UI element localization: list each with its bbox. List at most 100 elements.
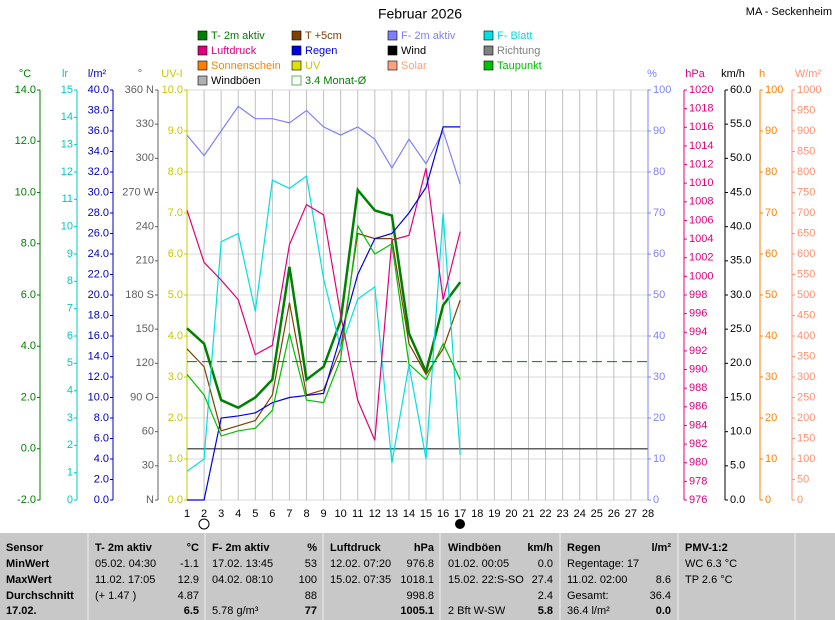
tick-label: 0.0	[168, 494, 183, 506]
tick-label: 990	[689, 363, 707, 375]
tick-label: 60	[765, 248, 777, 260]
tick-label: 350	[797, 350, 815, 362]
axis-unit: hPa	[685, 68, 705, 80]
tick-label: 20	[765, 412, 777, 424]
axis-unit: UV-I	[161, 68, 182, 80]
tick-label: 40	[653, 330, 665, 342]
tick-label: 12.0	[88, 371, 109, 383]
tick-label: 1000	[689, 270, 713, 282]
x-tick-label: 22	[539, 508, 551, 520]
tick-label: 0	[765, 494, 771, 506]
tick-label: 0	[653, 494, 659, 506]
series-line	[187, 126, 461, 501]
tick-label: 8.0	[21, 238, 36, 250]
tick-label: 1012	[689, 158, 713, 170]
tick-label: 15	[61, 84, 73, 96]
tick-label: 6.0	[168, 248, 183, 260]
cell-label: 05.02. 04:30	[95, 558, 156, 570]
tick-label: 100	[765, 84, 783, 96]
series-line	[186, 175, 461, 472]
tick-label: 1002	[689, 252, 713, 264]
x-tick-label: 18	[471, 508, 483, 520]
tick-label: 9	[67, 248, 73, 260]
tick-label: 210	[136, 255, 154, 267]
tick-label: 12	[61, 166, 73, 178]
legend-swatch	[291, 75, 302, 86]
tick-label: 15.0	[730, 391, 751, 403]
cell-value: 88	[305, 590, 317, 602]
cell-value: 4.87	[178, 590, 199, 602]
legend-swatch	[387, 30, 398, 41]
tick-label: 200	[797, 412, 815, 424]
cell-value: 1018.1	[400, 574, 434, 586]
tick-label: 60	[653, 248, 665, 260]
tick-label: 982	[689, 438, 707, 450]
tick-label: 6.0	[21, 289, 36, 301]
legend-label: Regen	[305, 45, 337, 57]
cell-value: 5.8	[538, 605, 553, 617]
cell-label: 17.02.	[6, 605, 37, 617]
tick-label: 10.0	[88, 391, 109, 403]
legend-swatch	[483, 45, 494, 56]
axis-unit: l/m²	[88, 68, 107, 80]
tick-label: 60.0	[730, 84, 751, 96]
tick-label: 4.0	[21, 340, 36, 352]
tick-label: 10	[765, 453, 777, 465]
tick-label: 3.0	[168, 371, 183, 383]
series-line	[186, 105, 461, 185]
tick-label: 5	[67, 357, 73, 369]
tick-label: 994	[689, 326, 707, 338]
cell-value: 77	[305, 605, 317, 617]
cell-value: 998.8	[406, 590, 434, 602]
cell-value: 1005.1	[400, 605, 434, 617]
tick-label: 16.0	[88, 330, 109, 342]
col-unit: km/h	[527, 542, 553, 554]
legend-label: Windböen	[211, 75, 261, 87]
tick-label: 0	[797, 494, 803, 506]
series-line	[186, 232, 461, 432]
tick-label: 13	[61, 139, 73, 151]
axis-unit: h	[759, 68, 765, 80]
tick-label: 978	[689, 475, 707, 487]
tick-label: 1014	[689, 140, 713, 152]
tick-label: 1020	[689, 84, 713, 96]
tick-label: 8	[67, 275, 73, 287]
cell-label: Durchschnitt	[6, 590, 74, 602]
cell-label: 36.4 l/m²	[567, 605, 610, 617]
tick-label: 40.0	[730, 221, 751, 233]
tick-label: 8.0	[94, 412, 109, 424]
tick-label: 1018	[689, 103, 713, 115]
legend-label: Wind	[401, 45, 426, 57]
tick-label: 45.0	[730, 186, 751, 198]
col-title: Windböen	[448, 542, 501, 554]
chart-title: Februar 2026	[378, 6, 462, 22]
x-tick-label: 1	[184, 508, 190, 520]
tick-label: 4	[67, 385, 73, 397]
cell-value: 100	[299, 574, 317, 586]
x-tick-label: 13	[386, 508, 398, 520]
tick-label: 50.0	[730, 152, 751, 164]
tick-label: 26.0	[88, 227, 109, 239]
cell-label: 12.02. 07:20	[330, 558, 391, 570]
series-line	[186, 224, 461, 437]
x-tick-label: 14	[403, 508, 415, 520]
tick-label: 360 N	[125, 84, 154, 96]
tick-label: 2.0	[168, 412, 183, 424]
legend-label: F- Blatt	[497, 30, 532, 42]
tick-label: 3	[67, 412, 73, 424]
series-line	[186, 186, 462, 410]
cell-value: 0.0	[538, 558, 553, 570]
tick-label: 80	[653, 166, 665, 178]
tick-label: 22.0	[88, 268, 109, 280]
tick-label: 986	[689, 401, 707, 413]
tick-label: 450	[797, 309, 815, 321]
tick-label: 80	[765, 166, 777, 178]
cell-value: 36.4	[650, 590, 671, 602]
col-unit: hPa	[414, 542, 435, 554]
tick-label: 0	[67, 494, 73, 506]
legend-label: T- 2m aktiv	[211, 30, 265, 42]
tick-label: 330	[136, 118, 154, 130]
tick-label: 24.0	[88, 248, 109, 260]
col-title: F- 2m aktiv	[212, 542, 270, 554]
legend-label: 3.4 Monat-Ø	[305, 75, 367, 87]
